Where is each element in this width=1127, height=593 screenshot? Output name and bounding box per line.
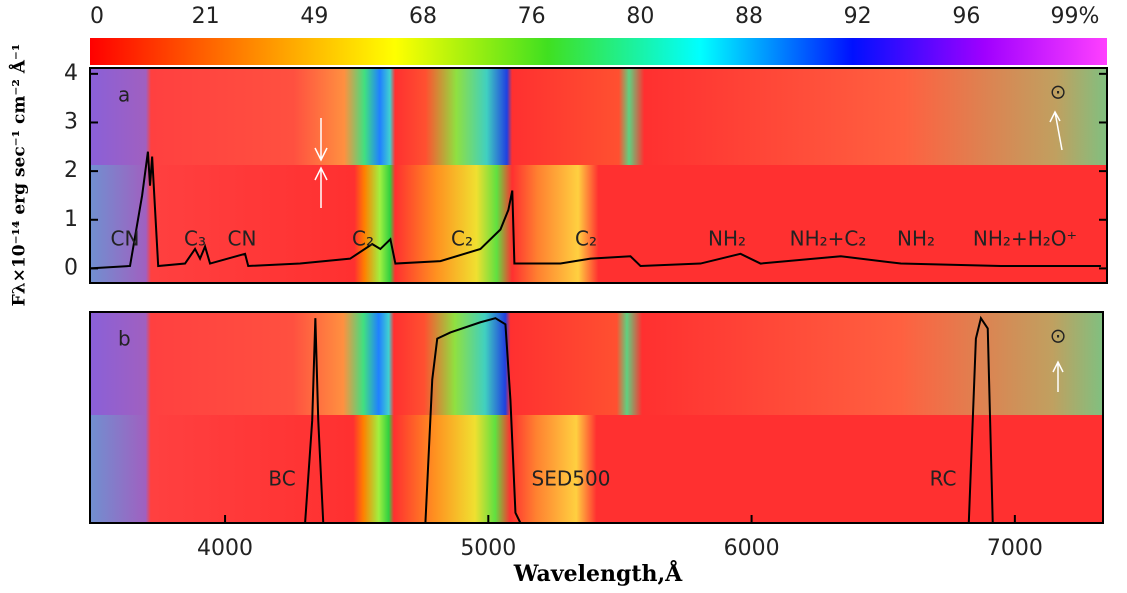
spectrum-line — [89, 151, 1101, 270]
y-tick-label: 0 — [64, 255, 78, 280]
panel-label: b — [118, 327, 131, 351]
frame — [89, 67, 1108, 284]
colorbar-tick-label: 92 — [844, 4, 872, 29]
filter-label: SED500 — [532, 467, 611, 491]
map-upper — [90, 312, 1103, 415]
x-tick-label: 4000 — [197, 536, 253, 561]
colorbar — [90, 38, 1107, 65]
annotation: ⊙ — [1050, 324, 1067, 348]
colorbar-tick-label: 88 — [735, 4, 763, 29]
colorbar-tick-label: 80 — [626, 4, 654, 29]
colorbar-tick-label: 68 — [409, 4, 437, 29]
spectrum-line — [304, 318, 325, 524]
filter-label: BC — [268, 467, 295, 491]
annotation: NH₂ — [708, 227, 746, 251]
colorbar-tick-label: 0 — [90, 4, 104, 29]
annotation: CN — [228, 227, 257, 251]
colorbar-tick-label: 96 — [952, 4, 980, 29]
map-lower — [90, 415, 1103, 523]
annotation: NH₂+H₂O⁺ — [973, 227, 1077, 251]
filter-label: RC — [930, 467, 957, 491]
annotation: C₂ — [451, 227, 473, 251]
y-axis-label: Fλ×10⁻¹⁴ erg sec⁻¹ cm⁻² Å⁻¹ — [8, 44, 30, 307]
annotation: C₃ — [184, 227, 206, 251]
y-tick-label: 4 — [64, 61, 78, 86]
arrows — [314, 110, 1064, 392]
colorbar-tick-label: 49 — [300, 4, 328, 29]
annotation: C₂ — [575, 227, 597, 251]
y-tick-label: 2 — [64, 158, 78, 183]
x-tick-label: 6000 — [724, 536, 780, 561]
annotation: CN — [111, 227, 140, 251]
colorbar-tick-label: 21 — [192, 4, 220, 29]
colorbar-tick-label: 99% — [1051, 4, 1100, 29]
x-tick-label: 7000 — [987, 536, 1043, 561]
map-lower — [90, 165, 1107, 283]
panel-label: a — [118, 83, 130, 107]
y-tick-label: 3 — [64, 109, 78, 134]
y-tick-label: 1 — [64, 207, 78, 232]
map-upper — [90, 68, 1107, 165]
annotation: NH₂ — [897, 227, 935, 251]
annotation: C₂ — [352, 227, 374, 251]
annotation: ⊙ — [1050, 80, 1067, 104]
spectrum-line — [424, 317, 522, 524]
colorbar-tick-label: 76 — [518, 4, 546, 29]
x-tick-label: 5000 — [460, 536, 516, 561]
spectrum-line — [967, 315, 994, 524]
x-axis-label: Wavelength,Å — [513, 560, 683, 587]
annotation: NH₂+C₂ — [790, 227, 867, 251]
frame — [89, 311, 1104, 524]
